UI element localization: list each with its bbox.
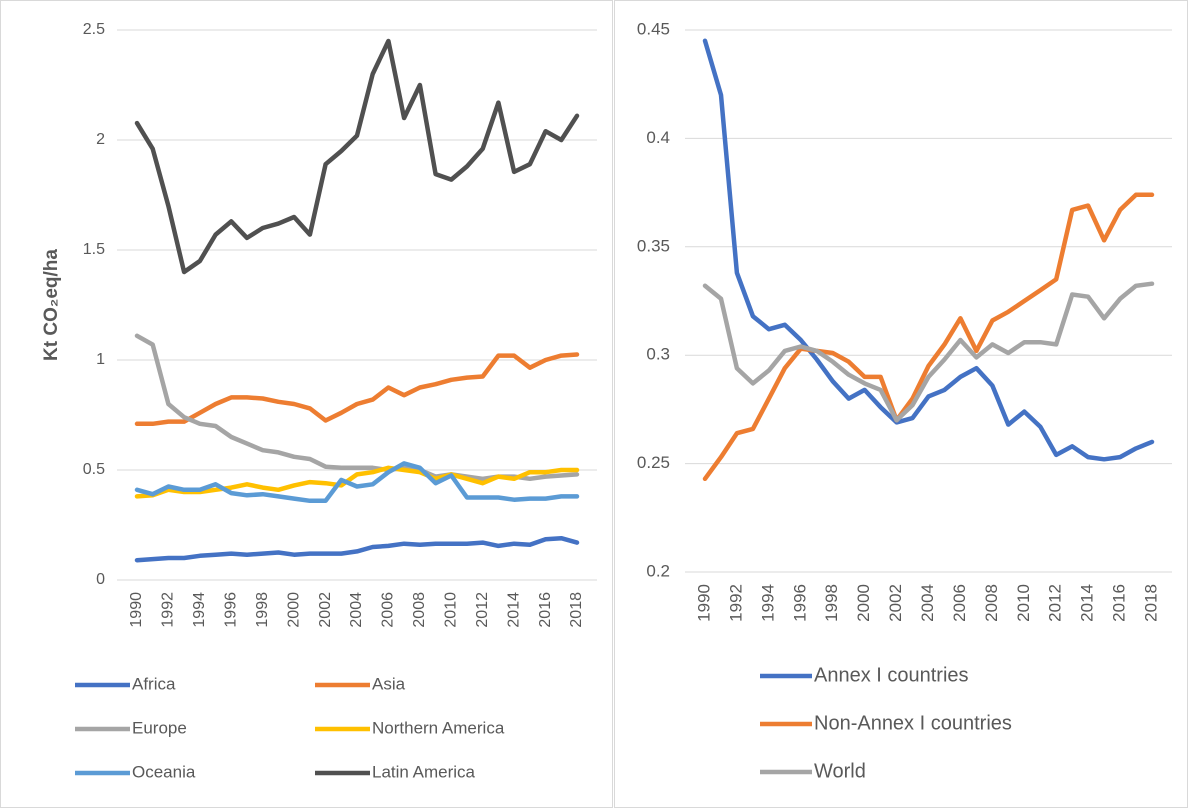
x-tick-label: 1994 — [758, 584, 777, 622]
y-tick-label: 0.4 — [646, 128, 670, 147]
x-tick-label: 1990 — [128, 592, 145, 628]
y-axis-title: Kt CO₂eq/ha — [41, 249, 62, 361]
right-panel-border — [614, 0, 1188, 808]
x-tick-label: 2000 — [854, 584, 873, 622]
y-tick-label: 1 — [96, 351, 105, 368]
series-line — [134, 461, 580, 504]
series-line — [134, 38, 580, 275]
legend-label: Northern America — [372, 718, 505, 737]
x-tick-label: 1998 — [822, 584, 841, 622]
y-tick-label: 1.5 — [83, 241, 105, 258]
left-panel-border — [0, 0, 613, 808]
x-tick-label: 1996 — [223, 592, 240, 628]
legend-label: Annex I countries — [814, 664, 969, 686]
x-tick-label: 1996 — [790, 584, 809, 622]
y-tick-label: 0.2 — [646, 561, 670, 580]
x-tick-label: 2016 — [537, 592, 554, 628]
x-tick-label: 2018 — [568, 592, 585, 628]
series-line — [702, 38, 1155, 462]
x-tick-label: 2016 — [1110, 584, 1129, 622]
legend-label: Non-Annex I countries — [814, 712, 1012, 734]
series-line — [134, 535, 580, 563]
series-line — [702, 281, 1155, 423]
x-tick-label: 1998 — [254, 592, 271, 628]
x-tick-label: 2004 — [348, 592, 365, 628]
x-tick-label: 2008 — [982, 584, 1001, 622]
x-tick-label: 2002 — [317, 592, 334, 628]
x-tick-label: 1990 — [694, 584, 713, 622]
y-tick-label: 0.25 — [637, 453, 670, 472]
y-tick-label: 0.35 — [637, 236, 670, 255]
x-tick-label: 1992 — [726, 584, 745, 622]
x-tick-label: 2010 — [1014, 584, 1033, 622]
x-tick-label: 2014 — [1078, 584, 1097, 622]
y-tick-label: 0.45 — [637, 19, 670, 38]
y-tick-label: 2.5 — [83, 21, 105, 38]
legend-label: World — [814, 760, 866, 782]
x-tick-label: 2012 — [1046, 584, 1065, 622]
legend-label: Oceania — [132, 762, 196, 781]
x-tick-label: 1992 — [160, 592, 177, 628]
x-tick-label: 2004 — [918, 584, 937, 622]
x-tick-label: 2008 — [411, 592, 428, 628]
y-tick-label: 0.5 — [83, 461, 105, 478]
x-tick-label: 2002 — [886, 584, 905, 622]
x-tick-label: 2000 — [285, 592, 302, 628]
legend-label: Africa — [132, 674, 176, 693]
legend-label: Latin America — [372, 762, 476, 781]
y-tick-label: 2 — [96, 131, 105, 148]
x-tick-label: 2012 — [474, 592, 491, 628]
x-tick-label: 2010 — [443, 592, 460, 628]
y-tick-label: 0 — [96, 571, 105, 588]
series-line — [134, 465, 580, 499]
legend-label: Asia — [372, 674, 406, 693]
legend-label: Europe — [132, 718, 187, 737]
series-line — [134, 352, 580, 427]
series-line — [702, 192, 1155, 482]
x-tick-label: 2014 — [505, 592, 522, 628]
x-tick-label: 2006 — [950, 584, 969, 622]
y-tick-label: 0.3 — [646, 345, 670, 364]
x-tick-label: 1994 — [191, 592, 208, 628]
x-tick-label: 2018 — [1141, 584, 1160, 622]
x-tick-label: 2006 — [380, 592, 397, 628]
